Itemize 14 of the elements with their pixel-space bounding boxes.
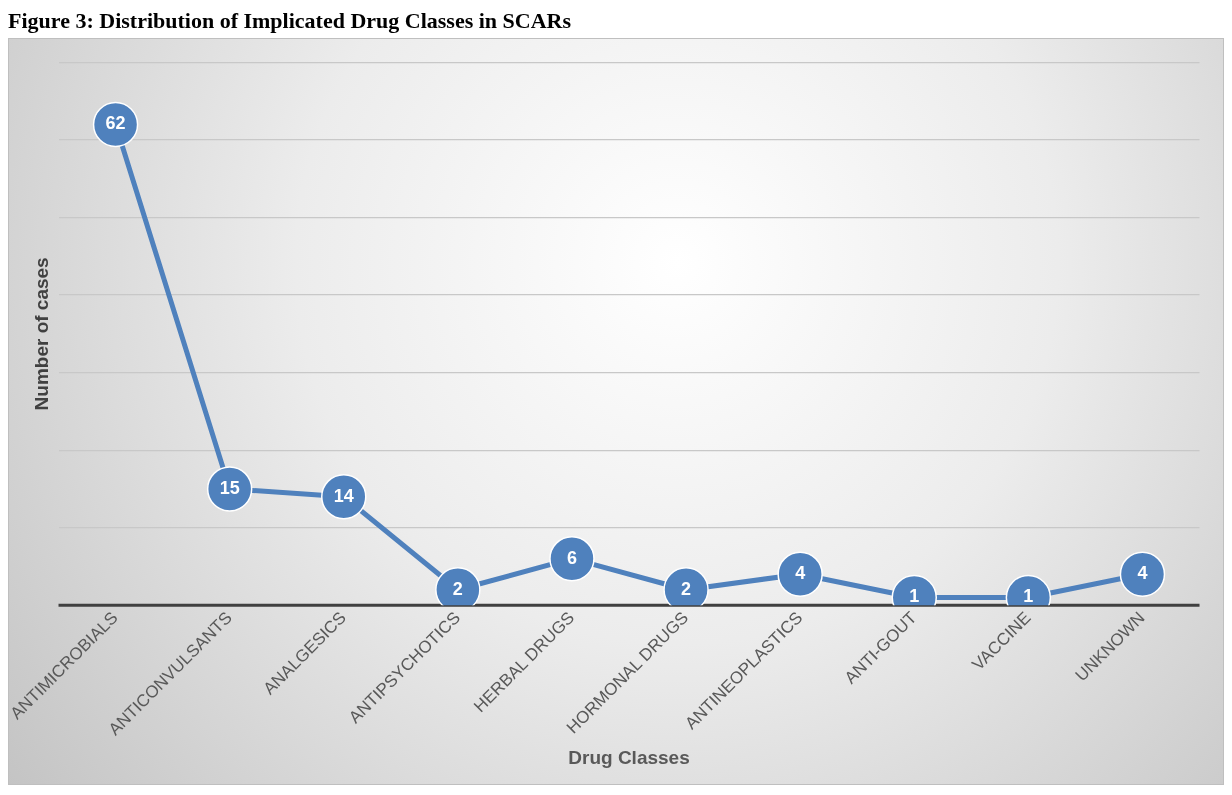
y-axis-title: Number of cases <box>31 257 53 411</box>
data-label: 62 <box>105 113 126 134</box>
data-label: 4 <box>1137 563 1148 584</box>
data-label: 2 <box>681 578 692 599</box>
data-label: 6 <box>566 547 577 568</box>
x-axis-title: Drug Classes <box>568 746 690 768</box>
data-label: 2 <box>452 578 463 599</box>
chart-title: Figure 3: Distribution of Implicated Drug Classes in SCARs <box>8 8 573 34</box>
data-label: 15 <box>219 477 240 498</box>
point <box>549 535 595 582</box>
point <box>777 551 823 597</box>
point <box>1119 551 1166 597</box>
data-label: 14 <box>333 485 354 506</box>
data-label: 4 <box>795 563 806 584</box>
